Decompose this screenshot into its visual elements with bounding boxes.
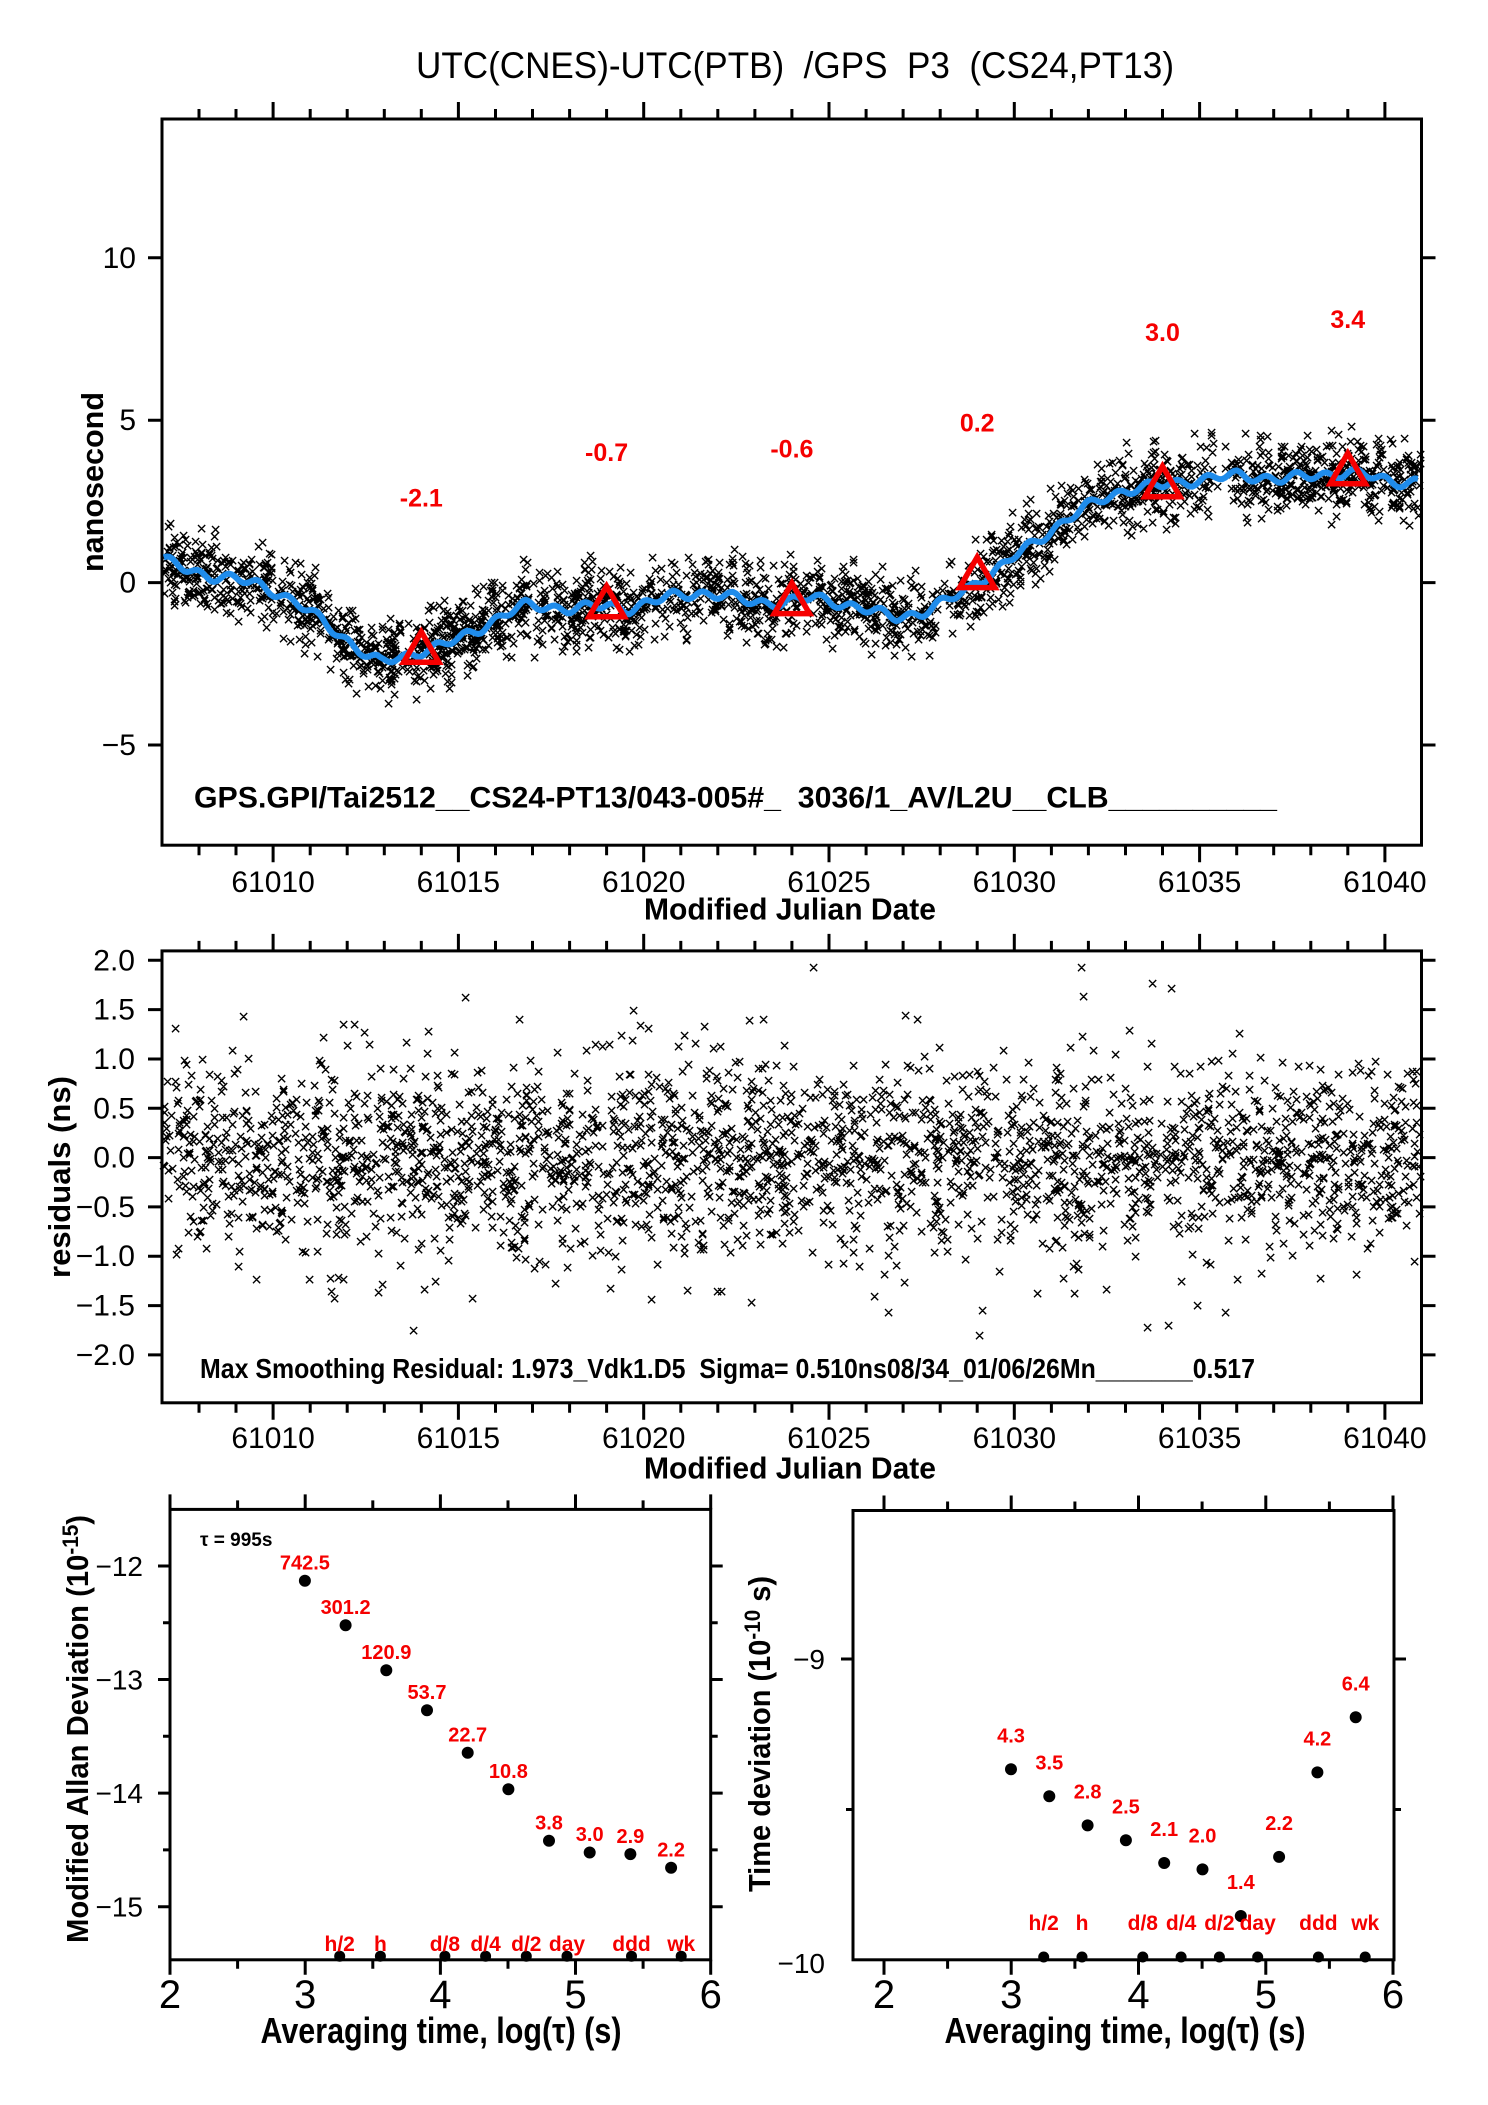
- svg-text:4: 4: [429, 1973, 451, 2017]
- svg-text:6: 6: [1382, 1973, 1404, 2017]
- svg-text:−14: −14: [96, 1778, 144, 1809]
- svg-text:6: 6: [700, 1973, 722, 2017]
- svg-text:−1.5: −1.5: [76, 1290, 135, 1323]
- svg-text:120.9: 120.9: [361, 1642, 411, 1664]
- svg-text:2.2: 2.2: [1265, 1813, 1293, 1835]
- svg-text:61020: 61020: [602, 866, 685, 899]
- svg-text:3: 3: [1000, 1973, 1022, 2017]
- svg-text:61040: 61040: [1343, 866, 1426, 899]
- svg-text:GPS.GPI/Tai2512__CS24-PT13/043: GPS.GPI/Tai2512__CS24-PT13/043-005#_ 303…: [194, 782, 1277, 815]
- svg-text:3.0: 3.0: [1145, 319, 1180, 347]
- svg-text:3.0: 3.0: [576, 1824, 604, 1846]
- svg-text:4: 4: [1127, 1973, 1149, 2017]
- svg-text:2: 2: [159, 1973, 181, 2017]
- svg-text:10.8: 10.8: [489, 1761, 528, 1783]
- svg-text:6.4: 6.4: [1342, 1674, 1371, 1696]
- svg-text:−10: −10: [778, 1948, 826, 1979]
- svg-text:3.8: 3.8: [535, 1813, 563, 1835]
- svg-text:2.8: 2.8: [1074, 1782, 1102, 1804]
- svg-text:301.2: 301.2: [321, 1597, 371, 1619]
- svg-text:d/4: d/4: [1166, 1912, 1197, 1935]
- svg-text:h/2: h/2: [325, 1933, 355, 1956]
- svg-text:4.3: 4.3: [997, 1726, 1025, 1748]
- svg-text:2.0: 2.0: [1189, 1826, 1217, 1848]
- svg-text:wk: wk: [1350, 1912, 1379, 1935]
- svg-text:22.7: 22.7: [448, 1724, 487, 1746]
- svg-text:Modified Allan Deviation (10-1: Modified Allan Deviation (10-15): [58, 1515, 95, 1943]
- svg-text:-2.1: -2.1: [400, 484, 443, 512]
- svg-text:3.4: 3.4: [1330, 306, 1365, 334]
- svg-text:day: day: [549, 1933, 586, 1956]
- svg-text:5: 5: [564, 1973, 586, 2017]
- svg-text:5: 5: [1255, 1973, 1277, 2017]
- svg-text:−0.5: −0.5: [76, 1191, 135, 1224]
- svg-text:61010: 61010: [231, 866, 314, 899]
- svg-text:h: h: [1076, 1912, 1089, 1935]
- svg-text:5: 5: [119, 404, 136, 437]
- svg-text:ddd: ddd: [612, 1933, 650, 1956]
- svg-text:−1.0: −1.0: [76, 1240, 135, 1273]
- svg-text:1.0: 1.0: [93, 1043, 135, 1076]
- svg-text:1.5: 1.5: [93, 994, 135, 1027]
- svg-text:h: h: [374, 1933, 387, 1956]
- svg-text:d/4: d/4: [470, 1933, 501, 1956]
- svg-text:residuals (ns): residuals (ns): [42, 1076, 77, 1278]
- svg-text:61040: 61040: [1343, 1422, 1426, 1455]
- svg-text:Max Smoothing Residual: 1.973_: Max Smoothing Residual: 1.973_Vdk1.D5 Si…: [200, 1353, 1255, 1384]
- svg-text:742.5: 742.5: [280, 1552, 330, 1574]
- svg-text:61010: 61010: [231, 1422, 314, 1455]
- svg-text:d/8: d/8: [430, 1933, 461, 1956]
- svg-text:61030: 61030: [973, 1422, 1056, 1455]
- svg-text:−2.0: −2.0: [76, 1339, 135, 1372]
- svg-text:d/8: d/8: [1128, 1912, 1159, 1935]
- svg-text:−9: −9: [793, 1644, 825, 1675]
- svg-text:UTC(CNES)-UTC(PTB) /GPS P3: UTC(CNES)-UTC(PTB) /GPS P3 (CS24,PT13): [416, 45, 1174, 86]
- svg-text:−13: −13: [96, 1665, 144, 1696]
- svg-text:3.5: 3.5: [1035, 1752, 1063, 1774]
- svg-text:1.4: 1.4: [1227, 1872, 1256, 1894]
- svg-text:61025: 61025: [787, 866, 870, 899]
- svg-text:10: 10: [103, 242, 136, 275]
- svg-text:61035: 61035: [1158, 1422, 1241, 1455]
- svg-text:2: 2: [873, 1973, 895, 2017]
- svg-text:0.0: 0.0: [93, 1142, 135, 1175]
- svg-text:61030: 61030: [973, 866, 1056, 899]
- svg-text:d/2: d/2: [511, 1933, 541, 1956]
- svg-text:2.0: 2.0: [93, 944, 135, 977]
- svg-text:61020: 61020: [602, 1422, 685, 1455]
- svg-text:ddd: ddd: [1299, 1912, 1337, 1935]
- svg-text:wk: wk: [666, 1933, 695, 1956]
- svg-text:−12: −12: [96, 1551, 144, 1582]
- svg-text:0.5: 0.5: [93, 1092, 135, 1125]
- svg-text:τ = 995s: τ = 995s: [200, 1530, 272, 1551]
- svg-text:Modified Julian Date: Modified Julian Date: [644, 1451, 936, 1486]
- svg-text:2.1: 2.1: [1150, 1819, 1178, 1841]
- svg-text:nanosecond: nanosecond: [75, 392, 110, 572]
- svg-text:day: day: [1240, 1912, 1277, 1935]
- svg-text:-0.7: -0.7: [585, 439, 628, 467]
- svg-text:Averaging time, log(τ) (s): Averaging time, log(τ) (s): [945, 2010, 1306, 2051]
- svg-text:0: 0: [119, 567, 136, 600]
- svg-text:0.2: 0.2: [960, 410, 995, 438]
- svg-text:Modified Julian Date: Modified Julian Date: [644, 892, 936, 927]
- svg-text:61015: 61015: [417, 1422, 500, 1455]
- svg-text:−15: −15: [96, 1892, 144, 1923]
- svg-text:61035: 61035: [1158, 866, 1241, 899]
- svg-text:4.2: 4.2: [1303, 1729, 1331, 1751]
- svg-text:2.9: 2.9: [616, 1826, 644, 1848]
- svg-text:d/2: d/2: [1204, 1912, 1234, 1935]
- svg-text:61015: 61015: [417, 866, 500, 899]
- svg-text:61025: 61025: [787, 1422, 870, 1455]
- svg-text:2.2: 2.2: [657, 1840, 685, 1862]
- svg-text:h/2: h/2: [1029, 1912, 1059, 1935]
- svg-text:Averaging time, log(τ) (s): Averaging time, log(τ) (s): [261, 2010, 622, 2051]
- svg-text:3: 3: [294, 1973, 316, 2017]
- svg-text:2.5: 2.5: [1112, 1796, 1140, 1818]
- svg-text:53.7: 53.7: [408, 1682, 447, 1704]
- svg-text:−5: −5: [102, 729, 136, 762]
- svg-text:-0.6: -0.6: [770, 436, 813, 464]
